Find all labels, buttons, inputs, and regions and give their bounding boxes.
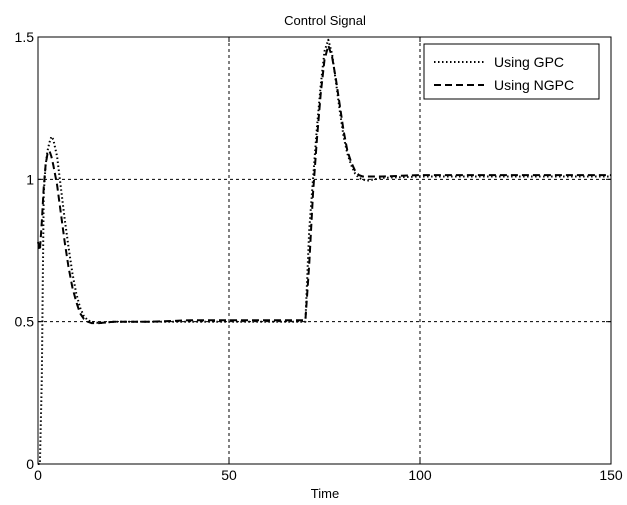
y-tick-label-2: 1	[26, 171, 34, 187]
y-tick-label-0: 0	[26, 456, 34, 472]
legend-box	[423, 43, 600, 100]
x-tick-label-0: 0	[34, 467, 42, 483]
plot-frame	[37, 36, 612, 465]
y-tick-label-3: 1.5	[15, 29, 35, 45]
legend-label-gpc: Using GPC	[494, 54, 564, 70]
x-tick-label-3: 150	[599, 467, 623, 483]
legend: Using GPC Using NGPC	[423, 43, 600, 100]
x-tick-label-2: 100	[408, 467, 432, 483]
chart-title: Control Signal	[284, 13, 366, 28]
x-axis-label: Time	[311, 486, 339, 501]
series-line-gpc	[38, 38, 611, 465]
series-line-ngpc	[37, 44, 611, 325]
axis-ticks: 0 50 100 150 0 0.5 1 1.5	[15, 29, 623, 483]
y-tick-label-1: 0.5	[15, 314, 35, 330]
x-tick-label-1: 50	[221, 467, 237, 483]
legend-label-ngpc: Using NGPC	[494, 77, 574, 93]
series-lines	[37, 38, 611, 465]
grid	[38, 37, 611, 464]
